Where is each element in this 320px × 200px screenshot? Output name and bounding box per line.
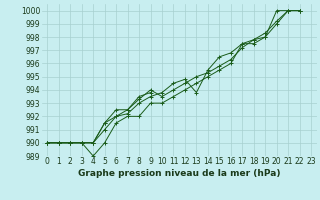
X-axis label: Graphe pression niveau de la mer (hPa): Graphe pression niveau de la mer (hPa) (78, 169, 280, 178)
